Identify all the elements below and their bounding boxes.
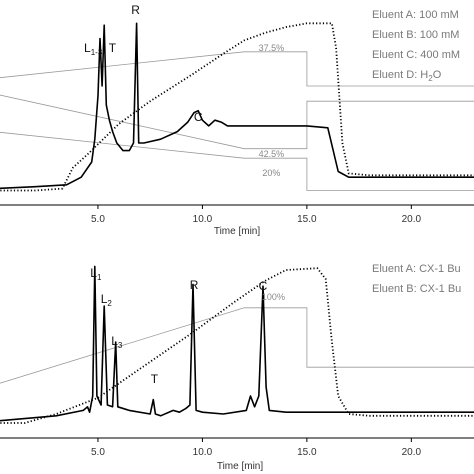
bot-gradient-line-2 bbox=[0, 307, 474, 384]
bottom-panel: 5.0 10.0 15.0 20.0 L1 L2 L3 T R C 100% Time [min… bbox=[0, 263, 474, 472]
top-x-tick-label: 10.0 bbox=[193, 214, 213, 225]
bot-x-tick-label: 10.0 bbox=[193, 447, 213, 458]
top-gradient-label: 20% bbox=[262, 168, 280, 178]
top-gradient-label: 42.5% bbox=[259, 149, 285, 159]
top-conductivity-trace bbox=[0, 22, 474, 192]
top-gradient-line-3 bbox=[0, 94, 474, 150]
top-peak-label: C bbox=[194, 110, 203, 124]
bot-x-tick-label: 15.0 bbox=[297, 447, 317, 458]
top-peak-label: R bbox=[131, 3, 140, 17]
top-legend-entry: Eluent D: H2O bbox=[372, 69, 442, 83]
top-gradient-line-4 bbox=[0, 131, 474, 191]
top-peak-labels: L1-3, T R C bbox=[84, 3, 203, 124]
top-x-axis-title: Time [min] bbox=[214, 226, 261, 237]
top-peak-label: L1-3, T bbox=[84, 41, 117, 57]
bot-peak-label: L3 bbox=[111, 334, 123, 350]
top-traces bbox=[0, 22, 474, 192]
bot-peak-label: T bbox=[151, 372, 159, 386]
bot-peak-label: R bbox=[190, 278, 199, 292]
bottom-gradient-labels: 100% bbox=[262, 292, 285, 302]
top-gradient-line-2 bbox=[0, 51, 474, 87]
bottom-peak-labels: L1 L2 L3 T R C bbox=[90, 266, 267, 386]
bot-peak-label: L1 bbox=[90, 266, 102, 282]
top-gradient-labels: 37.5% 42.5% 20% bbox=[259, 43, 285, 178]
bot-signal-trace bbox=[0, 265, 474, 422]
bot-legend-entry: Eluent B: CX-1 Bu bbox=[372, 283, 461, 295]
top-legend-entry: Eluent C: 400 mM bbox=[372, 49, 460, 61]
bot-peak-label: L2 bbox=[101, 292, 113, 308]
bottom-x-ticks: 5.0 10.0 15.0 20.0 bbox=[91, 438, 421, 458]
bottom-gradient-lines bbox=[0, 307, 474, 384]
top-gradient-lines bbox=[0, 51, 474, 191]
bottom-traces bbox=[0, 265, 474, 424]
bot-x-tick-label: 20.0 bbox=[402, 447, 422, 458]
top-signal-trace bbox=[0, 22, 474, 190]
top-legend-entry: Eluent A: 100 mM bbox=[372, 9, 459, 21]
top-x-ticks: 5.0 10.0 15.0 20.0 bbox=[91, 205, 421, 225]
top-x-tick-label: 15.0 bbox=[297, 214, 317, 225]
top-legend-entry: Eluent B: 100 mM bbox=[372, 29, 459, 41]
bot-gradient-label: 100% bbox=[262, 292, 285, 302]
top-x-tick-label: 5.0 bbox=[91, 214, 105, 225]
bottom-legend: Eluent A: CX-1 Bu Eluent B: CX-1 Bu bbox=[372, 263, 461, 295]
bottom-x-axis-title: Time [min] bbox=[217, 461, 264, 472]
top-x-tick-label: 20.0 bbox=[402, 214, 422, 225]
bot-peak-label: C bbox=[259, 279, 268, 293]
top-legend: Eluent A: 100 mM Eluent B: 100 mM Eluent C… bbox=[372, 9, 460, 83]
top-panel: 5.0 10.0 15.0 20.0 L1-3, TRC 37.5%42.5%20% … bbox=[0, 3, 474, 237]
bot-legend-entry: Eluent A: CX-1 Bu bbox=[372, 263, 461, 275]
top-gradient-label: 37.5% bbox=[259, 43, 285, 53]
bot-x-tick-label: 5.0 bbox=[91, 447, 105, 458]
